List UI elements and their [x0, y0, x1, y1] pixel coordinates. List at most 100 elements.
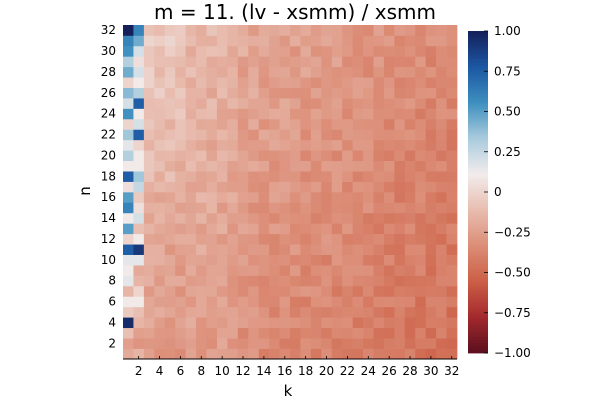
heatmap-cell — [196, 348, 207, 360]
heatmap-cell — [164, 129, 176, 141]
heatmap-cell — [415, 45, 427, 57]
heatmap-cell — [342, 181, 353, 193]
heatmap-cell — [300, 275, 312, 287]
heatmap-cell — [352, 118, 364, 130]
heatmap-cell — [206, 202, 218, 214]
heatmap-cell — [321, 77, 333, 88]
heatmap-cell — [331, 327, 343, 339]
heatmap-cell — [237, 338, 249, 349]
heatmap-cell — [300, 327, 312, 339]
heatmap-cell — [300, 56, 312, 68]
heatmap-cell — [436, 56, 447, 68]
colorbar-segment — [468, 71, 488, 75]
heatmap-cell — [279, 265, 291, 276]
colorbar-segment — [468, 293, 488, 298]
heatmap-cell — [321, 254, 333, 266]
heatmap-cell — [258, 66, 270, 78]
heatmap-cell — [248, 150, 260, 162]
heatmap-cell — [227, 254, 239, 266]
heatmap-cell — [248, 317, 260, 329]
heatmap-cell — [269, 98, 280, 109]
heatmap-cell — [175, 212, 186, 224]
heatmap-cell — [383, 265, 395, 276]
heatmap-cell — [415, 265, 427, 276]
heatmap-cell — [216, 98, 228, 109]
heatmap-cell — [310, 118, 322, 130]
heatmap-cell — [154, 66, 166, 78]
heatmap-cell — [279, 223, 291, 235]
heatmap-cell — [425, 45, 437, 57]
heatmap-cell — [331, 150, 343, 162]
colorbar-segment — [468, 334, 488, 338]
colorbar-segment — [468, 68, 488, 72]
heatmap-cell — [196, 202, 207, 214]
heatmap-cell — [394, 25, 406, 36]
heatmap-cell — [154, 296, 166, 308]
heatmap-cell — [175, 327, 186, 339]
colorbar-segment — [468, 116, 488, 120]
heatmap-cell — [331, 275, 343, 287]
colorbar-ticks: 1.00 0.75 0.50 0.25 0 −0.25 −0.50 −0.75 −1.00 — [484, 24, 531, 360]
heatmap-cell — [415, 202, 427, 214]
heatmap-cell — [154, 317, 166, 329]
colorbar-segment — [468, 256, 488, 260]
heatmap-cell — [216, 171, 228, 182]
heatmap-cell — [175, 98, 186, 109]
heatmap-cell — [206, 139, 218, 151]
heatmap-cell — [248, 118, 260, 130]
heatmap-cell — [248, 171, 260, 182]
heatmap-cell — [279, 254, 291, 266]
heatmap-cell — [310, 223, 322, 235]
heatmap-cell — [185, 108, 197, 120]
heatmap-cell — [206, 87, 218, 99]
heatmap-cell — [331, 296, 343, 308]
heatmap-cell — [216, 306, 228, 318]
heatmap-cell — [196, 160, 207, 172]
heatmap-cell — [237, 181, 249, 193]
heatmap-cell — [310, 56, 322, 68]
heatmap-cell — [321, 150, 333, 162]
colorbar-segment — [468, 320, 488, 324]
heatmap-cell — [425, 348, 437, 360]
heatmap-cell — [321, 306, 333, 318]
colorbar-segment — [468, 208, 488, 212]
heatmap-cell — [383, 244, 395, 255]
heatmap-cell — [279, 244, 291, 255]
heatmap-cell — [425, 265, 437, 276]
heatmap-cell — [404, 327, 416, 339]
heatmap-cell — [237, 254, 249, 266]
heatmap-cell — [383, 192, 395, 203]
heatmap-cell — [300, 181, 312, 193]
heatmap-cell — [394, 129, 406, 141]
heatmap-cell — [133, 192, 145, 203]
heatmap-cell — [206, 317, 218, 329]
heatmap-cell — [342, 338, 353, 349]
heatmap-cell — [143, 66, 155, 78]
heatmap-cell — [436, 327, 447, 339]
colorbar-segment — [468, 47, 488, 51]
heatmap-cell — [446, 139, 458, 151]
heatmap-cell — [216, 233, 228, 245]
colorbar-segment — [468, 81, 488, 86]
heatmap-cell — [216, 327, 228, 339]
heatmap-cell — [363, 254, 374, 266]
heatmap-cell — [300, 66, 312, 78]
heatmap-cell — [352, 66, 364, 78]
heatmap-cell — [258, 212, 270, 224]
heatmap-cell — [123, 265, 134, 276]
heatmap-cell — [404, 202, 416, 214]
heatmap-cell — [373, 98, 385, 109]
heatmap-cell — [383, 25, 395, 36]
heatmap-cell — [394, 171, 406, 182]
heatmap-cell — [363, 223, 374, 235]
heatmap-cell — [196, 35, 207, 47]
heatmap-cell — [436, 25, 447, 36]
x-tick-label: 6 — [177, 364, 185, 378]
heatmap-cell — [404, 285, 416, 297]
heatmap-cell — [394, 254, 406, 266]
heatmap-cell — [123, 223, 134, 235]
colorbar-segment — [468, 192, 488, 196]
heatmap-cell — [310, 317, 322, 329]
colorbar-segment — [468, 318, 488, 322]
heatmap-cell — [446, 56, 458, 68]
